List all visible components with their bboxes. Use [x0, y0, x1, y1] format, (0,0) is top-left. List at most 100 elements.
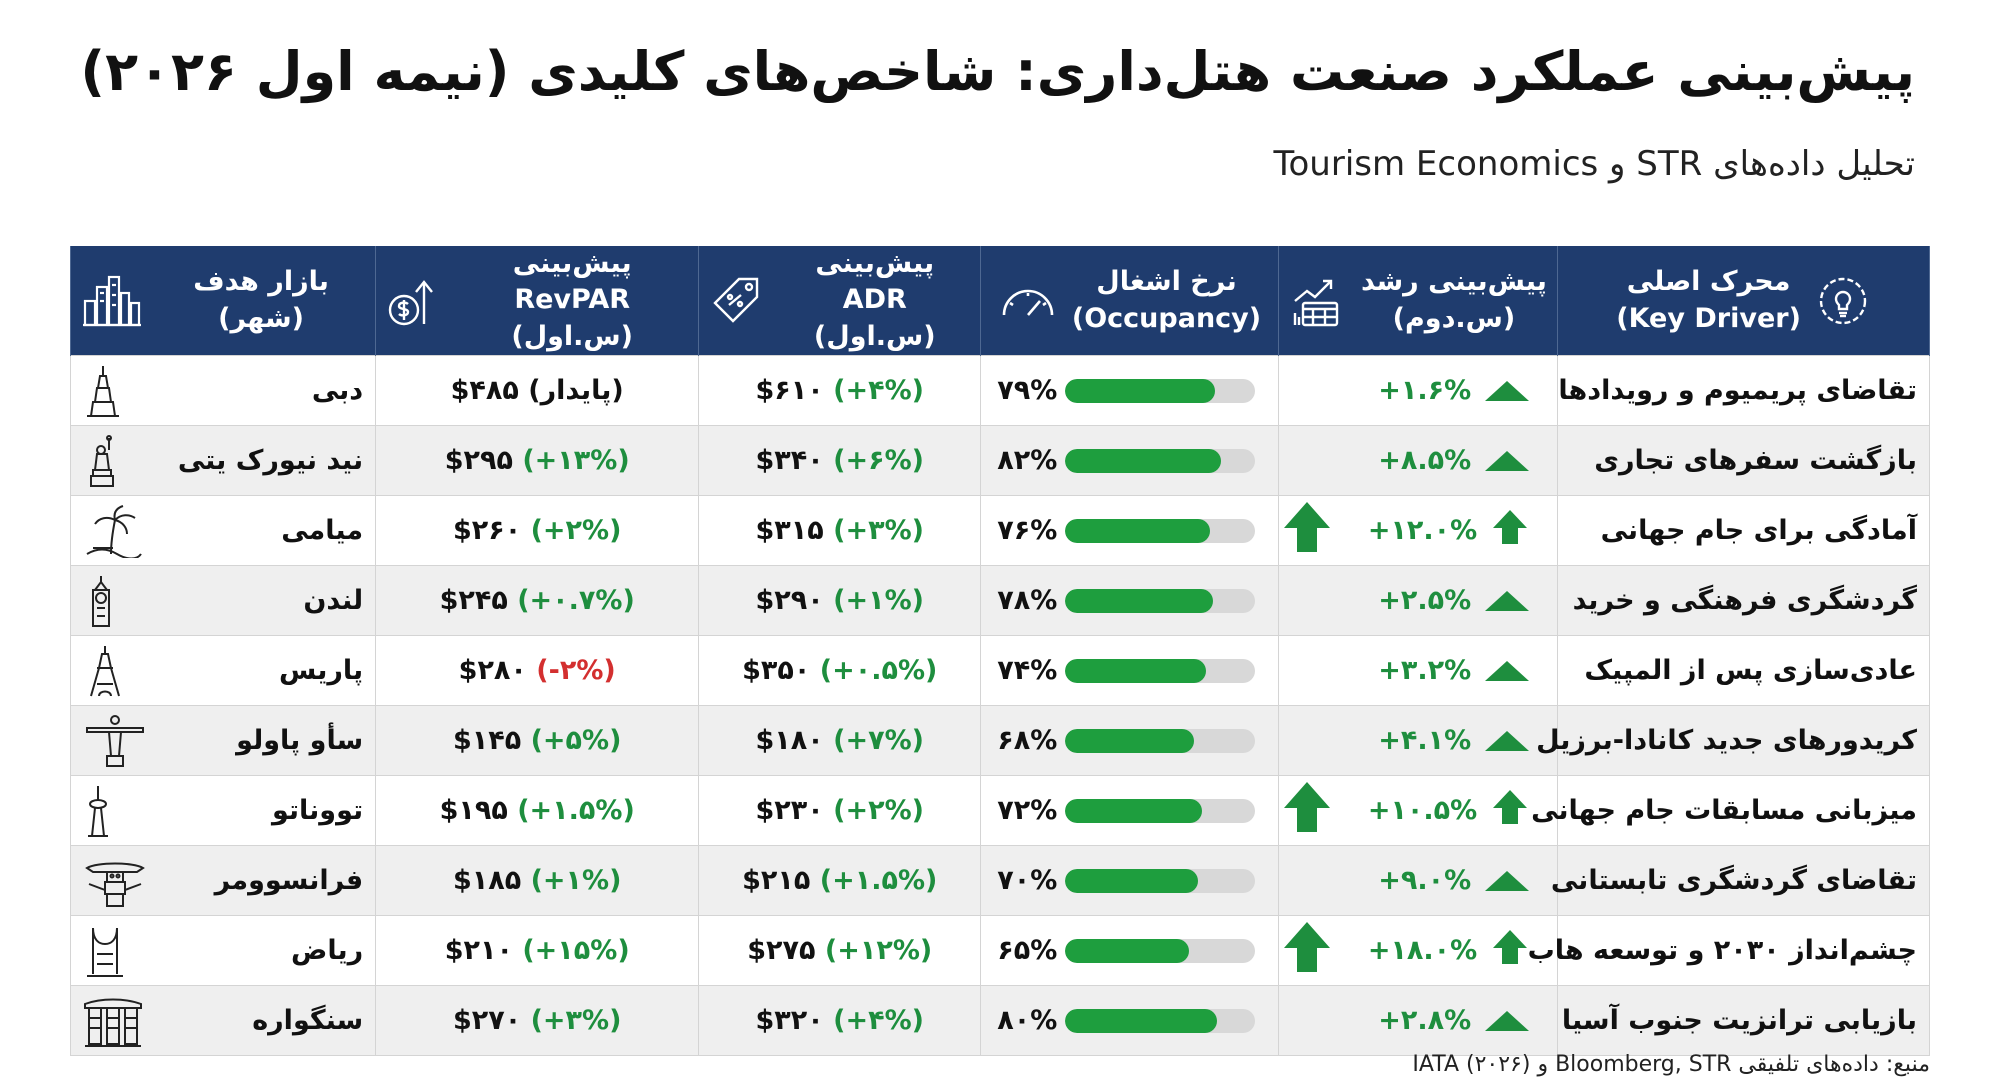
- occupancy-value: ۷۰%: [997, 865, 1058, 897]
- dollar-growth-icon: [386, 272, 442, 330]
- adr-change: (+۴%): [833, 1005, 924, 1037]
- growth-cell: +۱۸.۰%: [1277, 915, 1559, 987]
- statue-of-liberty-icon: [83, 434, 123, 488]
- revpar-value: $۲۸۰: [458, 655, 527, 687]
- growth-cell: +۱.۶%: [1277, 355, 1559, 427]
- adr-cell: $۳۲۰ (+۴%): [698, 985, 982, 1057]
- growth-chart-calendar-icon: [1289, 273, 1347, 329]
- driver-cell: بازگشت سفرهای تجاری: [1557, 425, 1930, 497]
- city-name: تووناتو: [271, 795, 364, 827]
- adr-cell: $۲۳۰ (+۲%): [698, 775, 982, 847]
- growth-value: +۱۸.۰%: [1367, 935, 1478, 967]
- growth-up-arrow-icon: [1491, 508, 1529, 553]
- city-cell: فرانسوومر: [69, 845, 377, 917]
- occupancy-cell: ۶۸%: [980, 705, 1279, 777]
- table-row: عادی‌سازی پس از المپیک +۳.۲% ۷۴% $۳۵۰ (+۰.۵…: [69, 635, 1930, 707]
- growth-up-triangle-icon: [1485, 450, 1530, 471]
- growth-value: +۱.۶%: [1378, 375, 1472, 407]
- driver-cell: تقاضای گردشگری تابستانی: [1551, 845, 1930, 917]
- revpar-change: (+۱.۵%): [517, 795, 635, 827]
- revpar-change: (+۲%): [530, 515, 622, 547]
- cn-tower-icon: [83, 784, 113, 838]
- revpar-cell: $۴۸۵ (پایدار): [375, 355, 700, 427]
- page-title: پیش‌بینی عملکرد صنعت هتل‌داری: شاخص‌های …: [80, 40, 1915, 103]
- adr-change: (+۰.۵%): [819, 655, 938, 687]
- occupancy-bar-fill: [1065, 518, 1210, 543]
- adr-change: (+۱%): [833, 585, 924, 617]
- kpi-table-container: محرک اصلی (Key Driver) پیش‌بینی رشد (س.د…: [69, 246, 1930, 1057]
- table-row: تقاضای پریمیوم و رویدادها +۱.۶% ۷۹% $۶۱۰ (+…: [69, 355, 1930, 427]
- growth-cell: +۱۲.۰%: [1277, 495, 1559, 567]
- header-growth: پیش‌بینی رشد (س.دوم): [1277, 246, 1559, 356]
- growth-up-triangle-icon: [1485, 870, 1530, 891]
- driver-text: بازیابی ترانزیت جنوب آسیا: [1561, 1005, 1917, 1037]
- driver-cell: عادی‌سازی پس از المپیک: [1557, 635, 1930, 707]
- strong-growth-arrow-icon: [1282, 920, 1332, 981]
- occupancy-bar-fill: [1065, 1008, 1218, 1033]
- revpar-cell: $۲۹۵ (+۱۳%): [375, 425, 700, 497]
- revpar-value: $۲۱۰: [444, 935, 513, 967]
- occupancy-cell: ۸۲%: [980, 425, 1279, 497]
- occupancy-bar-fill: [1065, 588, 1214, 613]
- driver-text: میزبانی مسابقات جام جهانی: [1531, 795, 1917, 827]
- revpar-change: (+۳%): [530, 1005, 622, 1037]
- header-adr-line1: پیش‌بینی ADR: [815, 248, 935, 316]
- adr-cell: $۳۱۵ (+۳%): [698, 495, 982, 567]
- growth-up-triangle-icon: [1485, 730, 1530, 751]
- occupancy-bar-fill: [1065, 728, 1195, 753]
- occupancy-bar-track: [1065, 868, 1256, 893]
- eiffel-tower-icon: [83, 644, 127, 698]
- city-cell: تووناتو: [69, 775, 377, 847]
- strong-growth-arrow-icon: [1282, 500, 1332, 561]
- growth-value: +۱۰.۵%: [1367, 795, 1478, 827]
- occupancy-bar-track: [1065, 658, 1256, 683]
- growth-up-arrow-icon: [1491, 928, 1529, 973]
- occupancy-cell: ۷۶%: [980, 495, 1279, 567]
- adr-value: $۳۴۰: [755, 445, 824, 477]
- table-row: گردشگری فرهنگی و خرید +۲.۵% ۷۸% $۲۹۰ (+۱%) $…: [69, 565, 1930, 637]
- occupancy-value: ۷۴%: [997, 655, 1058, 687]
- adr-cell: $۲۹۰ (+۱%): [698, 565, 982, 637]
- revpar-cell: $۱۸۵ (+۱%): [375, 845, 700, 917]
- revpar-value: $۲۶۰: [452, 515, 522, 547]
- driver-text: بازگشت سفرهای تجاری: [1594, 445, 1917, 477]
- growth-cell: +۱۰.۵%: [1277, 775, 1559, 847]
- occupancy-bar-fill: [1065, 868, 1199, 893]
- strong-growth-arrow-icon: [1282, 780, 1332, 841]
- city-name: لندن: [303, 585, 364, 617]
- occupancy-bar-track: [1065, 938, 1256, 963]
- city-name: ریاض: [291, 935, 364, 967]
- adr-change: (+۲%): [833, 795, 924, 827]
- revpar-cell: $۲۶۰ (+۲%): [375, 495, 700, 567]
- adr-value: $۲۳۰: [755, 795, 824, 827]
- adr-value: $۳۵۰: [742, 655, 811, 687]
- revpar-cell: $۲۱۰ (+۱۵%): [375, 915, 700, 987]
- city-cell: دبی: [69, 355, 377, 427]
- header-revpar-line1: پیش‌بینی RevPAR: [512, 248, 632, 316]
- adr-change: (+۷%): [833, 725, 924, 757]
- header-market-line1: بازار هدف (شهر): [193, 266, 329, 334]
- growth-cell: +۲.۵%: [1277, 565, 1559, 637]
- growth-up-triangle-icon: [1485, 1010, 1530, 1031]
- occupancy-value: ۶۸%: [997, 725, 1058, 757]
- header-occupancy-line1: نرخ اشغال: [1096, 266, 1237, 298]
- totem-pole-icon: [83, 854, 147, 908]
- occupancy-bar-fill: [1065, 938, 1189, 963]
- header-occupancy-line2: (Occupancy): [1071, 302, 1262, 334]
- revpar-change: (+۵%): [530, 725, 622, 757]
- growth-value: +۹.۰%: [1378, 865, 1472, 897]
- header-driver: محرک اصلی (Key Driver): [1557, 246, 1930, 356]
- header-growth-line2: (س.دوم): [1392, 302, 1516, 334]
- city-cell: نید نیورک یتی: [69, 425, 377, 497]
- growth-value: +۴.۱%: [1378, 725, 1472, 757]
- table-row: تقاضای گردشگری تابستانی +۹.۰% ۷۰% $۲۱۵ (+۱.…: [69, 845, 1930, 917]
- price-tag-icon: [709, 273, 765, 329]
- table-row: چشم‌انداز ۲۰۳۰ و توسعه هاب +۱۸.۰% ۶۵% $۲۷۵ …: [69, 915, 1930, 987]
- source-note: منبع: داده‌های تلفیقی Bloomberg, STR و I…: [1412, 1052, 1930, 1077]
- palm-tree-icon: [83, 504, 143, 558]
- table-row: بازگشت سفرهای تجاری +۸.۵% ۸۲% $۳۴۰ (+۶%) $۲۹…: [69, 425, 1930, 497]
- header-revpar: پیش‌بینی RevPAR (س.اول): [375, 246, 700, 356]
- revpar-change: (+۱۵%): [522, 935, 630, 967]
- city-cell: سأو پاولو: [69, 705, 377, 777]
- adr-change: (+۶%): [833, 445, 924, 477]
